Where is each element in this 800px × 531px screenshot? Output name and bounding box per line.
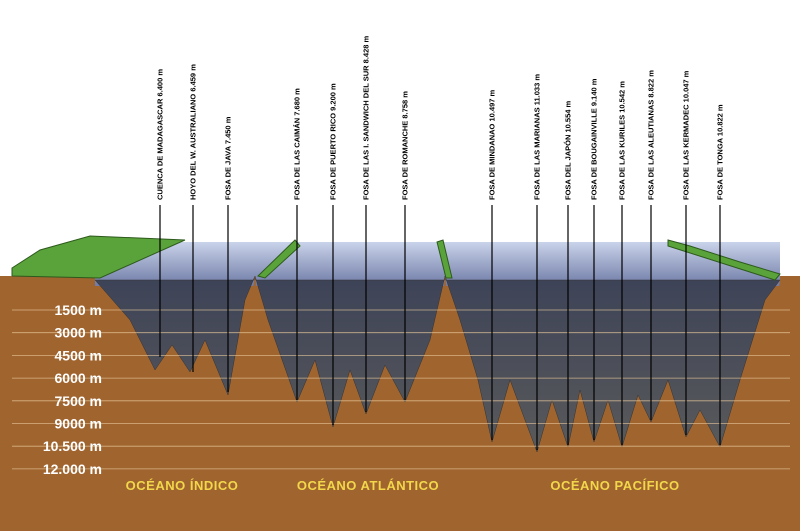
trench-labels: CUENCA DE MADAGASCAR 6.400 m HOYO DEL W. …	[156, 35, 725, 450]
shelf-atlantic	[257, 239, 301, 279]
depth-label: 1500 m	[55, 302, 102, 318]
depth-label: 10.500 m	[43, 438, 102, 454]
trench-label: FOSA DE BOUGAINVILLE 9.140 m	[590, 78, 599, 200]
trench-label: FOSA DE LAS KURILES 10.542 m	[618, 81, 627, 200]
depth-label: 7500 m	[55, 393, 102, 409]
trench-label: FOSA DE LAS CAIMÁN 7.680 m	[293, 88, 302, 200]
ocean-names: OCÉANO ÍNDICO OCÉANO ATLÁNTICO OCÉANO PACÍ…	[126, 478, 680, 493]
ocean-name: OCÉANO PACÍFICO	[550, 478, 679, 493]
shelf-mid	[436, 239, 453, 279]
trench-label: CUENCA DE MADAGASCAR 6.400 m	[156, 69, 165, 200]
trench-label: FOSA DE MINDANAO 10.497 m	[488, 90, 497, 200]
trench-label: FOSA DE TONGA 10.822 m	[716, 104, 725, 200]
earth-edge	[0, 276, 12, 531]
trench-label: FOSA DE JAVA 7.450 m	[224, 116, 233, 200]
trench-label: FOSA DEL JAPÓN 10.554 m	[564, 100, 573, 200]
sea-surface	[95, 242, 780, 286]
trench-label: HOYO DEL W. AUSTRALIANO 6.459 m	[189, 64, 198, 200]
depth-label: 6000 m	[55, 370, 102, 386]
trench-label: FOSA DE PUERTO RICO 9.200 m	[329, 83, 338, 200]
depth-label: 12.000 m	[43, 461, 102, 477]
depth-label: 4500 m	[55, 347, 102, 363]
trench-label: FOSA DE ROMANCHE 8.758 m	[401, 91, 410, 200]
trench-label: FOSA DE LAS ALEUTIANAS 8.822 m	[647, 70, 656, 200]
ocean-name: OCÉANO ATLÁNTICO	[297, 478, 439, 493]
ocean-name: OCÉANO ÍNDICO	[126, 478, 239, 493]
trench-label: FOSA DE LAS KERMADEC 10.047 m	[682, 70, 691, 200]
depth-label: 9000 m	[55, 416, 102, 432]
trench-label: FOSA DE LAS I. SANDWICH DEL SUR 8.428 m	[362, 35, 371, 200]
trench-label: FOSA DE LAS MARIANAS 11.033 m	[533, 74, 542, 200]
land-right	[667, 239, 781, 281]
ocean-floor	[94, 275, 781, 453]
depth-scale: 1500 m 3000 m 4500 m 6000 m 7500 m 9000 m 10.5…	[12, 302, 790, 477]
depth-label: 3000 m	[55, 325, 102, 341]
